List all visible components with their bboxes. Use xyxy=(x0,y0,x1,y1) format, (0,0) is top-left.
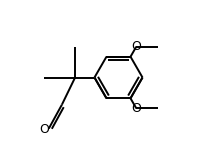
Text: O: O xyxy=(40,123,49,136)
Text: O: O xyxy=(131,102,141,115)
Text: O: O xyxy=(131,40,141,53)
